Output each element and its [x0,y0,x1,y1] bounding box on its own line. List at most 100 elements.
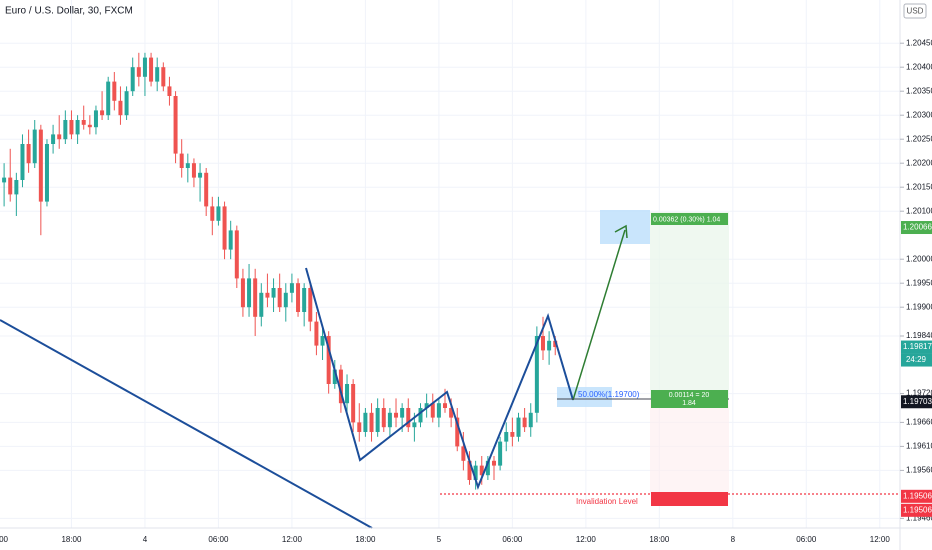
candle-body [381,408,386,428]
candle-body [204,172,209,207]
y-tick-label: 1.20300 [906,110,932,119]
candle-body [259,292,264,317]
candle-body [461,446,466,461]
x-tick-label: 12:00 [870,535,891,544]
entry-label: 1.84 [682,400,696,407]
candle-body [69,120,74,135]
loss-zone [650,399,729,494]
candle-body [191,163,196,178]
y-tick-label: 1.20100 [906,206,932,215]
candle-body [100,110,105,116]
grid [0,0,900,528]
candle-body [510,432,515,437]
candle-body [228,230,233,250]
candle-body [412,422,417,428]
price-badge-label: 1.20066 [903,223,932,232]
candle-body [308,288,313,322]
candle-body [345,384,350,404]
candle-body [338,369,343,404]
candle-body [93,110,98,128]
y-tick-label: 1.19720 [906,389,932,398]
candle-body [357,422,362,432]
x-tick-label: 06:00 [208,535,229,544]
target-label-bg [651,213,728,225]
x-tick-label: 00:00 [0,535,9,544]
axes: 1.20450 1.20400 1.20350 1.20300 1.20250 1.202… [0,38,932,544]
x-tick-label: 4 [143,535,148,544]
candle-body [149,57,154,82]
y-tick-label: 1.20400 [906,62,932,71]
candle-body [234,230,239,279]
candle-body [320,336,325,346]
candle-body [124,91,129,116]
candle-body [216,206,221,221]
x-tick-label: 06:00 [796,535,817,544]
price-badge [901,503,932,517]
stop-label-bg [651,492,728,506]
candle-body [2,177,7,183]
zigzag [305,267,574,490]
invalidation-label: Invalidation Level [576,497,638,506]
candle-body [540,336,545,351]
y-tick-label: 1.20150 [906,182,932,191]
candle-body [51,134,56,144]
countdown: 24:29 [906,355,927,364]
currency: USD [907,7,924,16]
candle-body [247,278,252,308]
candle-body [32,129,37,164]
candle-body [467,460,472,480]
profit-zone [650,212,729,399]
candle-body [400,408,405,418]
candle-body [87,124,92,128]
y-tick-label: 1.19660 [906,418,932,427]
candle-body [265,292,270,298]
candle-body [44,144,49,202]
candle-body [75,120,80,135]
chart-title: Euro / U.S. Dollar, 30, FXCM [5,6,133,17]
candle-body [430,403,435,418]
y-tick-label: 1.20200 [906,158,932,167]
candle-body [185,163,190,168]
candle-body [528,412,533,428]
candle-body [498,441,503,466]
candle-body [222,206,227,250]
candle-body [112,81,117,101]
candle-body [418,408,423,423]
candle-body [326,336,331,384]
arrow-head [614,224,628,239]
candle-body [130,67,135,92]
candle-body [136,67,141,77]
candle-body [289,283,294,293]
candle-body [118,100,123,116]
candle-body [161,67,166,87]
x-tick-label: 8 [731,535,736,544]
candle-body [553,340,558,348]
price-badge [901,340,932,354]
price-badge-label: 1.19703 [903,397,932,406]
candle-body [394,412,399,418]
candle-body [173,96,178,154]
currency-box [903,3,927,19]
entry-label-bg [651,390,728,408]
candle-body [424,403,429,408]
candle-body [534,336,539,413]
candle-body [473,465,478,480]
x-tick-label: 18:00 [61,535,82,544]
candle-body [20,144,25,180]
candle-body [491,460,496,466]
y-tick-label: 1.19560 [906,466,932,475]
price-badge-label: 1.19817 [903,342,932,351]
candle-body [210,206,215,221]
candle-body [8,177,13,195]
candle-body [375,408,380,432]
x-tick-label: 12:00 [282,535,303,544]
candles [2,52,558,490]
candle-body [516,417,521,437]
candle-body [449,408,454,418]
candle-body [314,321,319,346]
candle-body [57,134,62,140]
y-tick-label: 1.20250 [906,134,932,143]
